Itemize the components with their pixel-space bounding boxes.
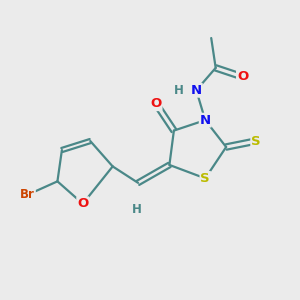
Text: S: S bbox=[251, 134, 261, 148]
Text: N: N bbox=[200, 114, 211, 127]
Text: H: H bbox=[132, 203, 142, 216]
Text: H: H bbox=[173, 84, 183, 97]
Text: N: N bbox=[191, 84, 202, 97]
Text: Br: Br bbox=[20, 188, 35, 201]
Text: O: O bbox=[237, 70, 248, 83]
Text: O: O bbox=[77, 197, 88, 210]
Text: O: O bbox=[150, 97, 162, 110]
Text: S: S bbox=[200, 172, 210, 185]
